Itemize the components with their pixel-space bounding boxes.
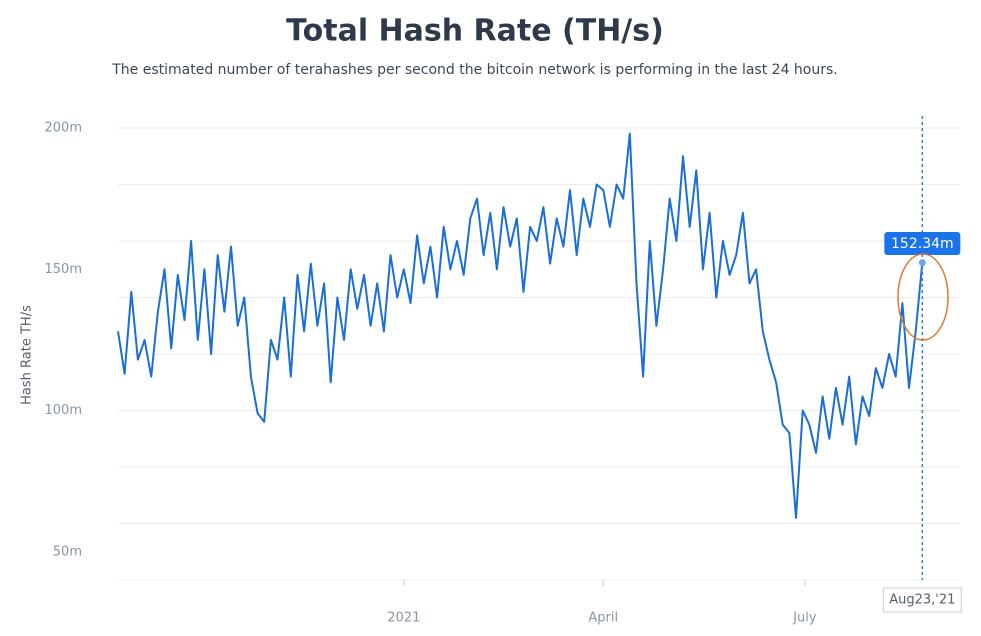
x-cursor-box [882,587,962,613]
x-tick-label: July [792,611,817,626]
y-tick-label: 100m [45,403,82,418]
x-tick-label: 2021 [387,611,420,626]
highlight-ellipse [897,253,949,341]
chart-title: Total Hash Rate (TH/s) [286,14,664,49]
tooltip-value: 152.34m [891,236,954,252]
cursor-dot [918,259,926,267]
x-cursor-label: Aug23,'21 [889,593,955,608]
y-axis-label: Hash Rate TH/s [20,305,35,405]
y-tick-label: 200m [45,121,82,136]
data-line [117,132,924,519]
tooltip-box [884,232,961,255]
chart-subtitle: The estimated number of terahashes per s… [111,62,837,78]
y-tick-label: 150m [45,262,82,277]
x-tick-label: April [588,611,618,626]
y-tick-label: 50m [53,544,82,559]
